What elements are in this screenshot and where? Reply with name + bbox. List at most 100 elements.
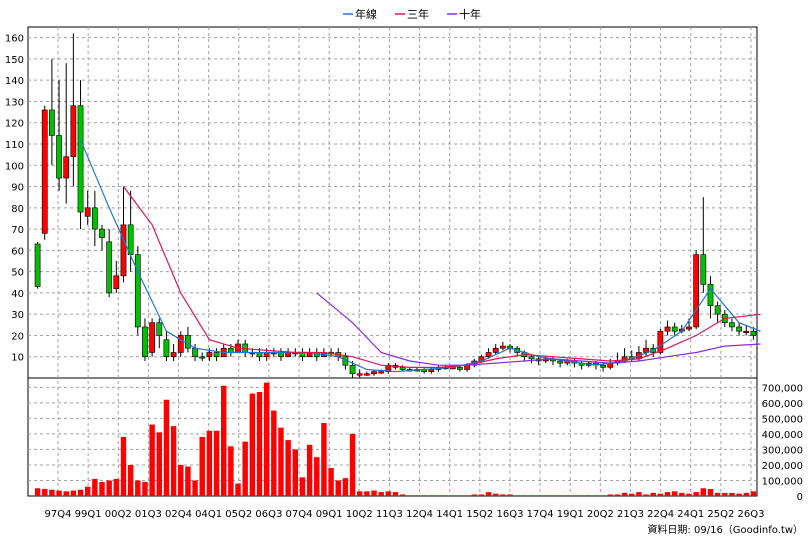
legend-entry: 十年 [459,7,481,21]
x-tick-label: 01Q3 [135,509,162,520]
price-tick-label: 100 [5,161,24,172]
candle-body [743,330,750,334]
candle-body [41,109,48,234]
volume-bar [500,494,506,496]
volume-bar [306,444,313,496]
volume-bar [235,483,241,496]
candle-body [106,241,113,294]
candle-body [686,326,692,330]
candle-body [56,135,62,179]
x-tick-label: 22Q4 [647,509,674,520]
price-tick-label: 90 [11,183,24,194]
volume-bar [120,437,127,496]
volume-bar [278,427,284,496]
x-tick-label: 16Q3 [496,509,523,520]
volume-bar [593,495,599,496]
volume-tick-label: 0 [797,492,803,503]
x-tick-label: 19Q1 [557,509,584,520]
candle-body [113,275,120,289]
candle-body [63,156,70,179]
candle-body [600,364,606,368]
candle-body [278,352,284,358]
volume-bar [371,490,377,496]
candle-body [557,360,564,364]
volume-bar [342,478,349,496]
volume-bar [621,492,628,496]
legend: 年線 三年 十年 [343,7,481,21]
candle-body [378,371,385,374]
candle-body [499,345,506,349]
volume-bar [178,464,184,496]
price-tick-label: 150 [5,55,24,66]
volume-bar [156,432,162,496]
volume-bar [220,385,227,496]
candle-body [363,373,370,376]
x-tick-label: 06Q3 [255,509,282,520]
footer-source: 資料日期: 09/16（Goodinfo.tw） [647,523,803,536]
candle-body [707,284,714,306]
volume-bar [664,492,671,496]
candle-body [671,326,678,332]
candle-body [492,347,499,353]
candle-body [714,305,721,315]
volume-bar [42,489,48,496]
volume-tick-label: 600,000 [762,399,803,410]
candle-body [213,352,220,358]
volume-bar [192,480,198,496]
candle-body [664,326,671,332]
x-tick-label: 11Q3 [376,509,403,520]
candle-body [750,330,757,336]
volume-bar [206,430,213,496]
volume-bar [729,492,735,496]
volume-bar [213,430,220,496]
candle-body [163,339,170,358]
x-tick-label: 24Q1 [677,509,704,520]
moving-average-lines [79,139,761,373]
x-tick-label: 17Q4 [527,509,554,520]
volume-bar [671,491,678,496]
x-tick-label: 05Q2 [225,509,252,520]
candle-body [693,254,700,328]
volume-bar [328,468,334,496]
volume-bar [292,449,299,496]
volume-bar [600,495,606,496]
volume-bar [750,491,757,496]
legend-entry: 三年 [407,7,429,21]
x-tick-label: 02Q4 [165,509,192,520]
volume-bar [657,493,664,496]
price-tick-label: 140 [5,76,24,87]
x-tick-label: 12Q4 [406,509,433,520]
x-tick-label: 00Q2 [105,509,132,520]
volume-bar [271,410,277,496]
candle-body [156,322,163,336]
volume-bar [607,494,613,496]
candle-body [34,243,41,287]
price-tick-label: 40 [11,289,24,300]
volume-bar [34,488,41,496]
volume-bar [586,495,592,496]
volume-bar [335,480,341,496]
volume-bar [507,494,513,496]
volume-bar [442,495,449,496]
volume-bar [629,493,635,496]
plot-frame [27,26,758,497]
x-tick-label: 25Q2 [707,509,734,520]
volume-bar [142,482,148,496]
candle-body [134,254,141,328]
volume-tick-label: 100,000 [762,476,803,487]
volume-bar [550,495,556,496]
volume-bar [392,492,399,496]
candle-body [371,371,377,375]
candle-body [149,322,155,353]
price-tick-label: 30 [11,310,24,321]
x-tick-label: 20Q2 [587,509,614,520]
candle-body [528,356,535,360]
three-year-line [123,186,761,368]
candle-body [192,347,198,358]
volume-bar [578,495,585,496]
price-tick-label: 80 [11,204,24,215]
candle-body [91,207,98,230]
x-tick-label: 04Q1 [195,509,222,520]
volume-bar [478,494,485,496]
